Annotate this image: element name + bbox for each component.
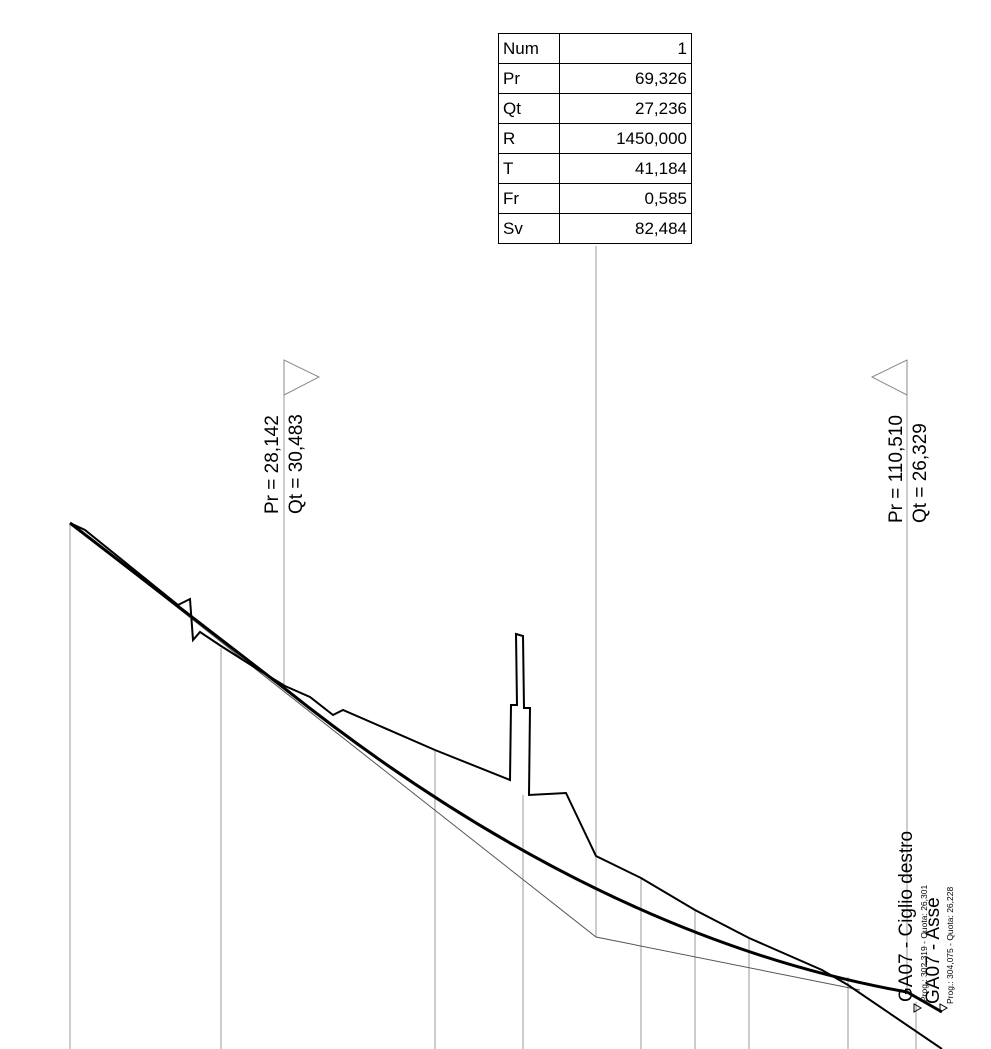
- row-key: T: [498, 153, 560, 184]
- asse-title: GA07 - Asse: [923, 897, 944, 1004]
- row-key: Qt: [498, 93, 560, 124]
- tangent-triangle-right: [870, 359, 908, 396]
- tangent-triangle-left: [283, 359, 321, 396]
- tangent-right-qt: Qt = 26,329: [910, 423, 931, 523]
- row-value: 1450,000: [559, 123, 692, 154]
- ciglio-detail: Prog.: 302,319 - Quota: 26,301: [919, 885, 929, 1002]
- table-row: T 41,184: [498, 153, 692, 184]
- design-profile-line: [69, 521, 943, 1014]
- table-row: Qt 27,236: [498, 93, 692, 124]
- row-value: 0,585: [559, 183, 692, 214]
- row-value: 41,184: [559, 153, 692, 184]
- tangent-left-qt: Qt = 30,483: [286, 414, 307, 514]
- table-row: Sv 82,484: [498, 213, 692, 244]
- tangent-left-pr: Pr = 28,142: [262, 415, 283, 514]
- table-row: Num 1: [498, 33, 692, 64]
- vertex-data-table: Num 1 Pr 69,326 Qt 27,236 R 1450,000 T 4…: [498, 33, 692, 244]
- table-row: R 1450,000: [498, 123, 692, 154]
- row-value: 82,484: [559, 213, 692, 244]
- tangent-right-pr: Pr = 110,510: [886, 415, 907, 523]
- ciglio-title: GA07 - Ciglio destro: [896, 831, 917, 1002]
- end-marker-ciglio: [913, 1003, 923, 1013]
- row-key: Num: [498, 33, 560, 64]
- section-lines: [69, 246, 917, 1049]
- tangent-polygon: [69, 522, 861, 991]
- row-key: R: [498, 123, 560, 154]
- row-key: Pr: [498, 63, 560, 94]
- row-key: Fr: [498, 183, 560, 214]
- row-key: Sv: [498, 213, 560, 244]
- table-row: Fr 0,585: [498, 183, 692, 214]
- row-value: 27,236: [559, 93, 692, 124]
- row-value: 69,326: [559, 63, 692, 94]
- table-row: Pr 69,326: [498, 63, 692, 94]
- terrain-line: [69, 522, 943, 1049]
- asse-detail: Prog.: 304,075 - Quota: 26,228: [945, 887, 955, 1004]
- row-value: 1: [559, 33, 692, 64]
- end-marker-asse: [939, 1003, 949, 1013]
